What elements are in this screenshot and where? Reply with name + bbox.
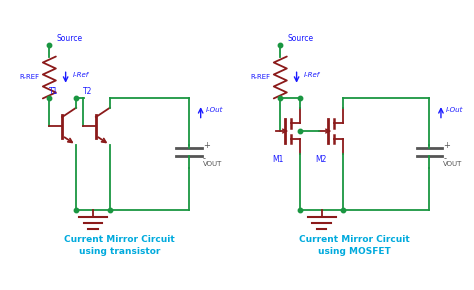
Text: I-Ref: I-Ref bbox=[73, 72, 89, 78]
Text: R-REF: R-REF bbox=[19, 75, 39, 81]
Text: Source: Source bbox=[287, 34, 313, 43]
Text: +: + bbox=[203, 140, 210, 150]
Text: M1: M1 bbox=[272, 155, 283, 164]
Text: Current Mirror Circuit
using MOSFET: Current Mirror Circuit using MOSFET bbox=[300, 235, 410, 255]
Text: I-Ref: I-Ref bbox=[303, 72, 320, 78]
Text: R-REF: R-REF bbox=[250, 75, 270, 81]
Text: Source: Source bbox=[56, 34, 82, 43]
Text: VOUT: VOUT bbox=[443, 161, 463, 167]
Text: +: + bbox=[443, 140, 450, 150]
Text: M2: M2 bbox=[315, 155, 327, 164]
Text: -: - bbox=[203, 155, 206, 164]
Text: T1: T1 bbox=[49, 87, 59, 96]
Text: T2: T2 bbox=[83, 87, 92, 96]
Text: I-Out: I-Out bbox=[446, 107, 463, 113]
Text: -: - bbox=[443, 155, 447, 164]
Text: Current Mirror Circuit
using transistor: Current Mirror Circuit using transistor bbox=[64, 235, 174, 255]
Text: VOUT: VOUT bbox=[203, 161, 222, 167]
Text: I-Out: I-Out bbox=[205, 107, 223, 113]
